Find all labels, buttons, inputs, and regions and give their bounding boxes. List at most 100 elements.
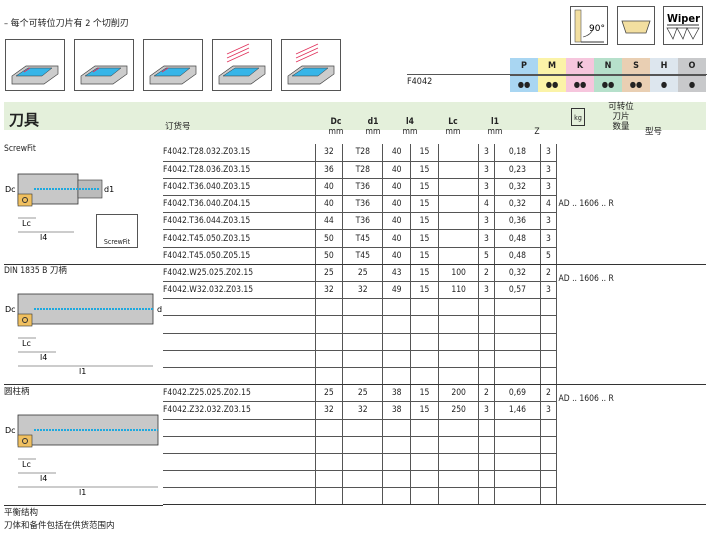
- cell: 0,32: [493, 178, 541, 197]
- cell: [478, 333, 495, 351]
- cell: [382, 487, 411, 506]
- cell: 15: [410, 281, 439, 300]
- material-letter: P: [521, 61, 527, 71]
- order-number: F4042.T45.050.Z03.15: [163, 229, 315, 248]
- product-table: F4042.T28.032.Z03.15 32 T28 40 15 3 0,18 3 AD ..…: [163, 144, 706, 506]
- col-label: d1: [367, 117, 379, 127]
- cell: [437, 144, 479, 162]
- order-number: F4042.T28.036.Z03.15: [163, 161, 315, 179]
- order-number: F4042.T36.044.Z03.15: [163, 212, 315, 231]
- order-number: [163, 333, 315, 351]
- col-unit: mm: [328, 127, 344, 137]
- material-letter: M: [547, 61, 557, 71]
- col-unit: mm: [487, 127, 503, 137]
- col-lc: Lc mm: [433, 117, 473, 137]
- cell: [437, 195, 479, 214]
- cell: [314, 367, 343, 386]
- material-rating: ●: [650, 75, 678, 92]
- family-divider: [407, 74, 707, 75]
- material-rating: ●●: [594, 75, 622, 92]
- cell: [493, 315, 541, 334]
- cell: 5: [540, 247, 557, 265]
- cell: 25: [314, 384, 343, 403]
- order-number: [163, 350, 315, 368]
- cell: [410, 315, 439, 334]
- cell: 15: [410, 384, 439, 403]
- cell: [493, 453, 541, 472]
- cell: 3: [478, 281, 495, 300]
- cell: 250: [437, 401, 479, 420]
- cell: 110: [437, 281, 479, 300]
- cell: 43: [382, 264, 411, 283]
- table-row: F4042.T36.040.Z04.15 40 T36 40 15 4 0,32 4: [163, 195, 706, 214]
- material-H: H ●: [650, 58, 678, 92]
- cell: [493, 419, 541, 437]
- svg-text:Lc: Lc: [22, 460, 31, 469]
- cell: [382, 436, 411, 454]
- cell: 40: [382, 212, 411, 231]
- col-unit: mm: [402, 127, 418, 137]
- order-number: F4042.Z25.025.Z02.15: [163, 384, 315, 403]
- table-row: [163, 487, 706, 506]
- cell: [493, 470, 541, 489]
- cell: [540, 350, 557, 368]
- table-row: [163, 298, 706, 317]
- shoulder-milling-icon: [5, 39, 65, 91]
- section-label: DIN 1835 B 刀柄: [4, 266, 67, 277]
- material-rating: ●●: [510, 75, 538, 92]
- cell: [382, 419, 411, 437]
- cell: 32: [314, 144, 343, 162]
- section-divider: [4, 504, 163, 506]
- cell: 15: [410, 195, 439, 214]
- cell: [410, 453, 439, 472]
- cell: [437, 436, 479, 454]
- table-row: F4042.T28.032.Z03.15 32 T28 40 15 3 0,18 3 AD ..…: [163, 144, 706, 265]
- tool-diagram: Dc d1 Lc l4 l1: [4, 282, 167, 385]
- cell: 3: [540, 144, 557, 162]
- order-number: F4042.T45.050.Z05.15: [163, 247, 315, 265]
- order-number: [163, 470, 315, 489]
- cell: T36: [342, 212, 383, 231]
- footer-note-1: 平衡结构: [4, 508, 39, 518]
- screwfit-badge: ScrewFit: [96, 214, 138, 248]
- angle-label: 90°: [589, 24, 605, 34]
- cell: 2: [540, 264, 557, 283]
- order-number: [163, 419, 315, 437]
- cell: [493, 298, 541, 317]
- order-number: F4042.T36.040.Z04.15: [163, 195, 315, 214]
- cell: 1,46: [493, 401, 541, 420]
- table-row: F4042.Z32.032.Z03.15 32 32 38 15 250 3 1,46 3: [163, 401, 706, 420]
- cell: 15: [410, 144, 439, 162]
- table-row: [163, 367, 706, 386]
- svg-text:l4: l4: [40, 474, 47, 483]
- cell: 50: [314, 247, 343, 265]
- cell: 3: [478, 212, 495, 231]
- material-letter: S: [633, 61, 639, 71]
- table-row: F4042.T28.036.Z03.15 36 T28 40 15 3 0,23 3: [163, 161, 706, 179]
- material-letter: K: [576, 61, 584, 71]
- cell: 15: [410, 212, 439, 231]
- col-dc: Dc mm: [316, 117, 356, 137]
- cell: 50: [314, 229, 343, 248]
- table-row: F4042.T36.040.Z03.15 40 T36 40 15 3 0,32 3: [163, 178, 706, 197]
- cell: [342, 453, 383, 472]
- cell: [437, 333, 479, 351]
- table-row: [163, 333, 706, 351]
- table-row: [163, 453, 706, 472]
- cell: 2: [478, 264, 495, 283]
- order-number: F4042.Z32.032.Z03.15: [163, 401, 315, 420]
- cell: [410, 470, 439, 489]
- cell: 40: [382, 178, 411, 197]
- cell: [540, 367, 557, 386]
- cell: 15: [410, 401, 439, 420]
- table-row: F4042.W25.025.Z02.15 25 25 43 15 100 2 0,32 2 AD …: [163, 264, 706, 386]
- col-label: Dc: [330, 117, 342, 127]
- cell: 15: [410, 178, 439, 197]
- section-divider: [4, 384, 163, 386]
- cell: [342, 315, 383, 334]
- cell: 40: [314, 178, 343, 197]
- cell: [342, 298, 383, 317]
- cell: 0,32: [493, 264, 541, 283]
- cell: 3: [540, 281, 557, 300]
- cell: 0,32: [493, 195, 541, 214]
